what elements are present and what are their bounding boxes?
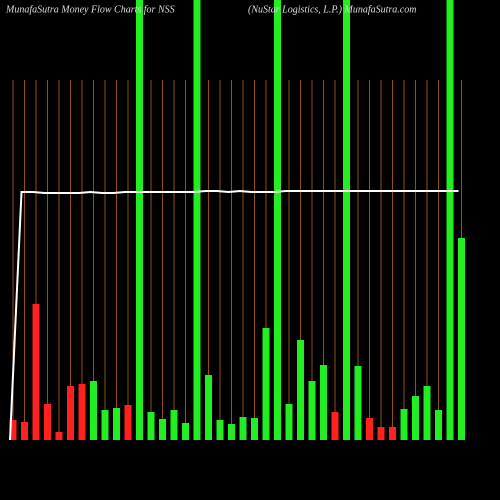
bar [44, 404, 51, 440]
bars [9, 0, 465, 440]
bar [343, 0, 350, 440]
bar [389, 427, 396, 440]
bar [147, 412, 155, 440]
bar [182, 423, 189, 440]
bar [216, 420, 224, 440]
bar [55, 432, 63, 440]
grid [12, 80, 462, 440]
bar [170, 410, 178, 440]
bar [251, 418, 258, 440]
bar [435, 410, 442, 440]
bar [239, 417, 247, 440]
bar [78, 384, 86, 440]
bar [159, 419, 166, 440]
bar [228, 424, 235, 440]
bar [274, 0, 281, 440]
bar [354, 366, 362, 440]
bar [193, 0, 201, 440]
bar [136, 0, 143, 440]
bar [9, 420, 17, 440]
bar [331, 412, 339, 440]
chart-title: MunafaSutra Money Flow Charts for NSS [5, 4, 175, 15]
chart-subtitle: (NuStar Logistics, L.P.) MunafaSutra.com [248, 4, 416, 15]
bar [21, 422, 28, 440]
flow-line [9, 189, 459, 441]
bar [90, 381, 97, 440]
bar [366, 418, 373, 440]
bar [67, 386, 74, 440]
bar [400, 409, 408, 440]
bar [32, 304, 40, 440]
bar [101, 410, 109, 440]
bar [308, 381, 316, 440]
bar [285, 404, 293, 440]
bar [262, 328, 270, 440]
bar [446, 0, 454, 440]
bar [377, 427, 385, 440]
bar [320, 365, 327, 440]
bar [124, 405, 132, 440]
bar [205, 375, 212, 440]
bar [113, 408, 120, 440]
bar [458, 238, 465, 440]
bar [297, 340, 304, 440]
bar [423, 386, 431, 440]
bar [412, 396, 419, 440]
